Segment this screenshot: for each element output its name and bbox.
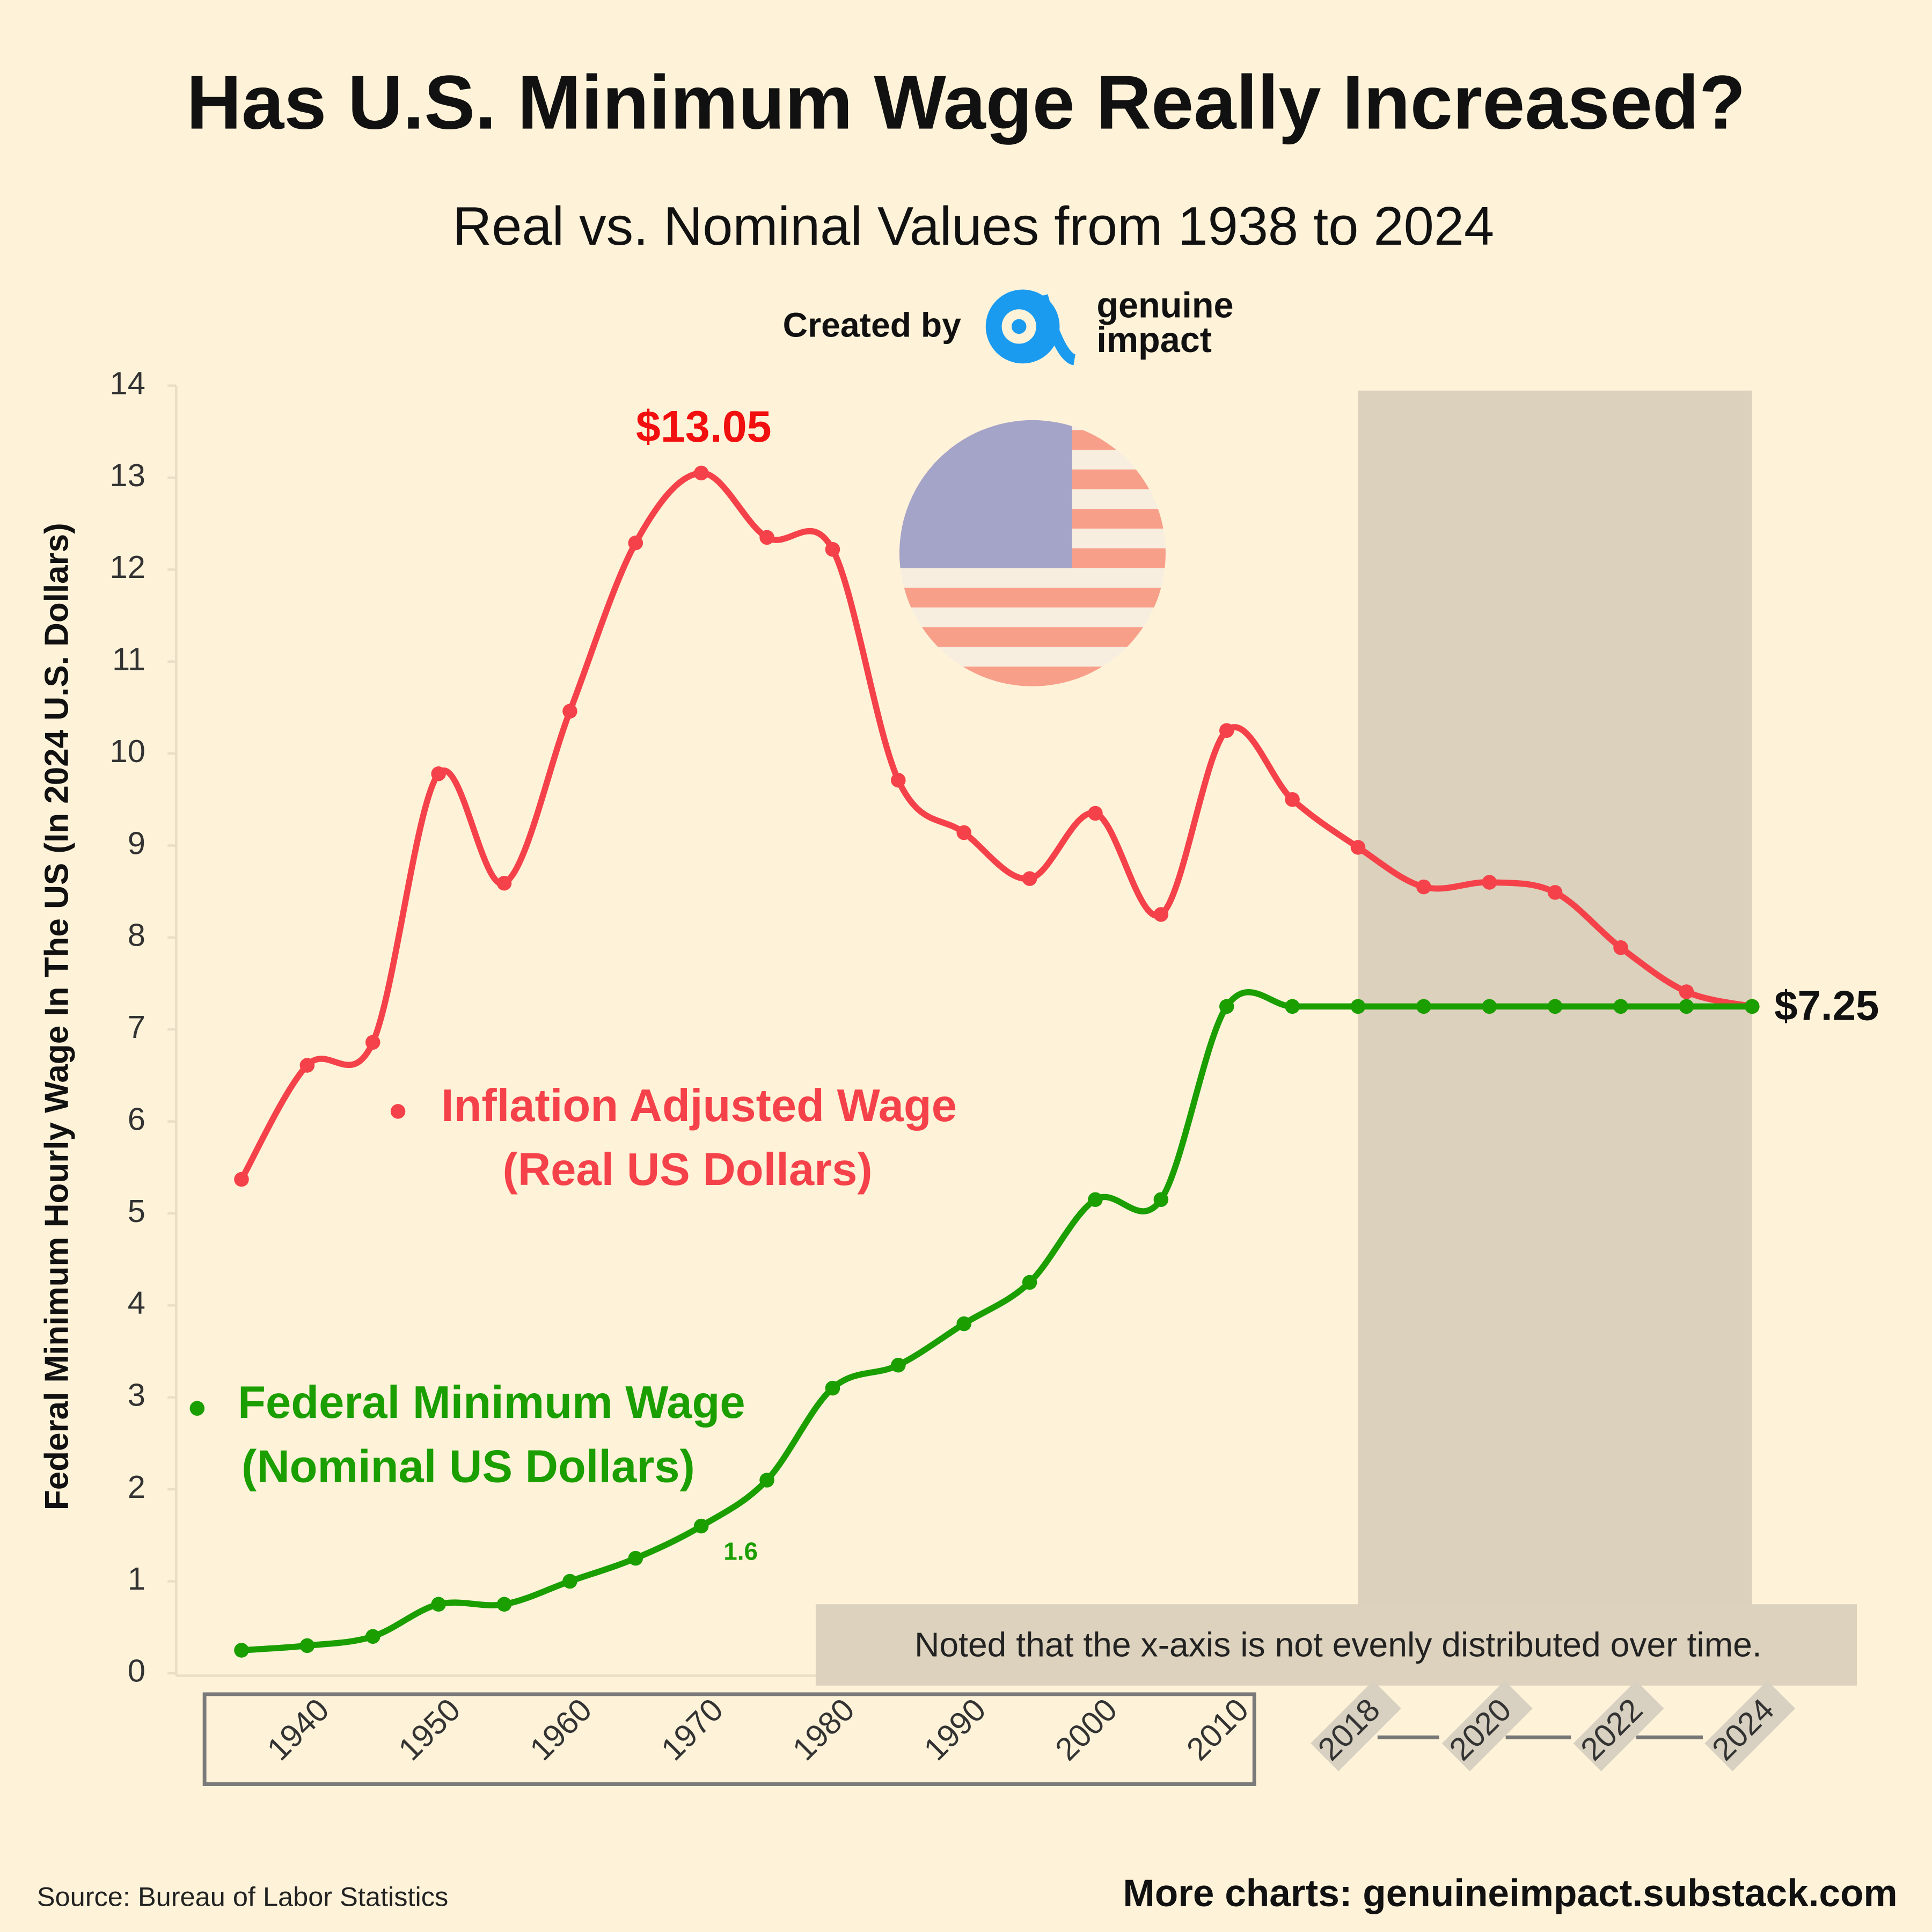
data-point xyxy=(431,1597,446,1612)
data-point xyxy=(1547,999,1563,1014)
source: Source: Bureau of Labor Statistics xyxy=(37,1881,448,1912)
legend-label: Inflation Adjusted Wage xyxy=(441,1080,957,1131)
data-point xyxy=(562,704,577,719)
data-point xyxy=(1022,1275,1037,1290)
data-point xyxy=(1088,1192,1103,1208)
y-tick-label: 9 xyxy=(128,825,145,861)
footer: More charts: genuineimpact.substack.com xyxy=(1123,1872,1897,1915)
data-point xyxy=(1679,984,1694,999)
data-point xyxy=(1416,879,1431,895)
credit: Created by xyxy=(783,306,961,345)
legend-sublabel: (Real US Dollars) xyxy=(503,1144,873,1195)
y-tick-label: 7 xyxy=(128,1009,145,1045)
shaded-region xyxy=(1358,390,1752,1673)
data-point xyxy=(1613,940,1628,955)
data-point xyxy=(693,1518,709,1534)
series-line xyxy=(239,470,1753,1181)
data-point xyxy=(759,530,774,545)
y-tick-label: 2 xyxy=(128,1469,145,1505)
x-label-bg xyxy=(1311,1680,1401,1772)
data-point xyxy=(1219,723,1234,738)
data-point xyxy=(299,1638,315,1653)
y-tick-label: 6 xyxy=(128,1101,145,1137)
note: Noted that the x-axis is not evenly dist… xyxy=(914,1626,1762,1664)
brand-name: impact xyxy=(1096,320,1212,360)
shade-layer xyxy=(1358,390,1752,1673)
y-tick-label: 5 xyxy=(128,1193,145,1229)
x-label-bg xyxy=(1704,1680,1796,1772)
data-point xyxy=(956,825,971,840)
data-point xyxy=(1613,999,1628,1014)
data-label: 1.6 xyxy=(723,1537,758,1565)
y-tick-label: 14 xyxy=(110,365,145,401)
data-point xyxy=(1285,999,1300,1014)
data-point xyxy=(299,1058,315,1073)
legend-marker xyxy=(189,1401,205,1416)
data-point xyxy=(1350,840,1366,855)
data-point xyxy=(1482,999,1497,1014)
data-point xyxy=(628,535,643,551)
data-point xyxy=(1022,871,1037,886)
y-tick-label: 1 xyxy=(128,1561,145,1597)
chart-subtitle: Real vs. Nominal Values from 1938 to 202… xyxy=(452,196,1494,257)
data-point xyxy=(1679,999,1694,1014)
data-point xyxy=(825,1380,840,1396)
data-point xyxy=(1745,999,1760,1014)
brand-name: genuine xyxy=(1096,286,1233,326)
brand-logo xyxy=(985,289,1077,365)
y-tick-label: 12 xyxy=(110,549,145,585)
y-tick-label: 3 xyxy=(128,1377,145,1413)
data-point xyxy=(431,766,446,781)
data-point xyxy=(234,1643,249,1658)
data-point xyxy=(496,875,512,891)
data-point xyxy=(891,1357,906,1373)
data-point xyxy=(1350,999,1366,1014)
y-tick-label: 8 xyxy=(128,917,145,953)
y-tick-label: 11 xyxy=(112,641,145,677)
data-label: $7.25 xyxy=(1774,982,1879,1029)
data-point xyxy=(1153,907,1169,922)
x-label-bg xyxy=(1441,1680,1533,1772)
data-point xyxy=(1088,806,1103,821)
data-point xyxy=(365,1629,380,1644)
data-point xyxy=(1547,885,1563,900)
data-point xyxy=(1285,792,1300,807)
data-point xyxy=(1219,999,1234,1014)
data-point xyxy=(759,1473,774,1488)
legend-sublabel: (Nominal US Dollars) xyxy=(241,1440,695,1491)
data-point xyxy=(365,1035,380,1050)
data-point xyxy=(693,465,709,481)
data-point xyxy=(956,1316,971,1331)
y-tick-label: 10 xyxy=(110,733,145,769)
chart-title: Has U.S. Minimum Wage Really Increased? xyxy=(186,60,1745,145)
data-point xyxy=(562,1574,577,1589)
data-label: $13.05 xyxy=(636,401,772,451)
data-point xyxy=(234,1172,249,1187)
data-point xyxy=(496,1597,512,1612)
data-point xyxy=(1153,1192,1169,1208)
y-axis-title: Federal Minimum Hourly Wage In The US (I… xyxy=(39,523,76,1510)
y-tick-label: 13 xyxy=(110,457,145,493)
data-point xyxy=(825,541,840,557)
x-label-bg xyxy=(1573,1680,1664,1772)
data-point xyxy=(1482,875,1497,890)
legend-marker xyxy=(390,1104,406,1119)
y-tick-label: 0 xyxy=(128,1653,145,1689)
data-point xyxy=(891,773,906,788)
data-point xyxy=(628,1550,643,1566)
y-tick-label: 4 xyxy=(128,1285,145,1321)
note-box xyxy=(815,1604,1857,1686)
x-label-box xyxy=(202,1692,1256,1786)
legend-label: Federal Minimum Wage xyxy=(238,1377,745,1428)
data-point xyxy=(1416,999,1431,1014)
